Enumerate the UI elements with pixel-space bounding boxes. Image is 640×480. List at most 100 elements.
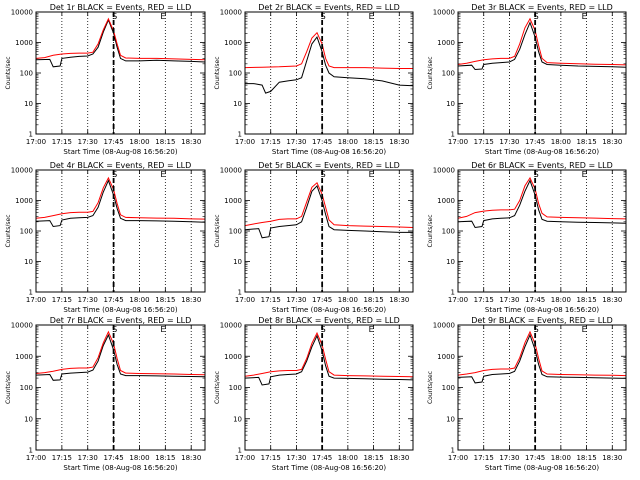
y-tick-label: 100 [20, 70, 33, 78]
y-tick-label: 1000 [224, 39, 242, 47]
start-marker-label: S [534, 12, 539, 21]
x-tick-label: 18:00 [338, 454, 358, 462]
x-tick-label: 18:00 [129, 138, 149, 146]
x-tick-label: 17:15 [474, 296, 494, 304]
chart-panel-4: Det 4r BLACK = Events, RED = LLD Counts/s… [5, 161, 206, 314]
x-tick-label: 18:00 [551, 454, 571, 462]
chart-title: Det 6r BLACK = Events, RED = LLD [471, 161, 613, 170]
x-tick-label: 18:30 [389, 454, 409, 462]
x-tick-label: 17:15 [52, 296, 72, 304]
end-marker-label: E [160, 325, 165, 334]
x-tick-label: 18:00 [338, 296, 358, 304]
x-tick-label: 18:30 [389, 138, 409, 146]
x-tick-label: 18:30 [602, 454, 622, 462]
y-axis-label: Counts/sec [5, 214, 12, 247]
lld-series-line [35, 17, 206, 61]
chart-panel-5: Det 5r BLACK = Events, RED = LLD Counts/s… [214, 161, 414, 314]
start-marker-label: S [112, 12, 117, 21]
x-tick-label: 17:45 [104, 454, 124, 462]
end-marker-label: E [369, 12, 374, 21]
plot-frame [244, 324, 414, 451]
start-marker-label: S [321, 12, 326, 21]
chart-panel-2: Det 2r BLACK = Events, RED = LLD Counts/s… [214, 3, 414, 156]
y-axis-label: Counts/sec [214, 371, 221, 404]
y-axis-label: Counts/sec [427, 56, 434, 89]
y-tick-label: 1 [29, 131, 33, 139]
events-series-line [244, 184, 413, 239]
y-tick-label: 1 [451, 447, 455, 455]
end-marker-label: E [582, 12, 587, 21]
plot-frame [35, 324, 206, 451]
x-tick-label: 17:15 [474, 138, 494, 146]
x-tick-label: 17:30 [78, 138, 98, 146]
x-tick-label: 17:00 [26, 296, 46, 304]
lld-series-line [244, 331, 414, 378]
x-tick-label: 18:15 [576, 454, 596, 462]
x-tick-label: 18:15 [576, 138, 596, 146]
x-tick-label: 18:30 [181, 138, 201, 146]
y-tick-label: 1 [238, 289, 242, 297]
x-tick-label: 17:15 [261, 296, 281, 304]
end-marker-label: E [369, 325, 374, 334]
x-tick-label: 17:15 [261, 454, 281, 462]
x-tick-label: 17:45 [104, 296, 124, 304]
y-tick-label: 10 [233, 258, 242, 266]
chart-title: Det 7r BLACK = Events, RED = LLD [50, 316, 192, 325]
y-axis-label: Counts/sec [427, 371, 434, 404]
x-tick-label: 17:30 [286, 296, 306, 304]
y-tick-label: 10 [24, 415, 33, 423]
chart-title: Det 4r BLACK = Events, RED = LLD [50, 161, 192, 170]
chart-title: Det 9r BLACK = Events, RED = LLD [471, 316, 613, 325]
y-tick-label: 100 [442, 70, 455, 78]
x-tick-label: 17:15 [52, 454, 72, 462]
x-tick-label: 18:15 [155, 296, 175, 304]
x-axis-label: Start Time (08-Aug-08 16:56:20) [272, 148, 386, 156]
x-tick-label: 17:45 [525, 296, 545, 304]
x-tick-label: 18:00 [551, 138, 571, 146]
x-tick-label: 18:30 [602, 296, 622, 304]
x-tick-label: 17:15 [474, 454, 494, 462]
x-tick-label: 17:30 [499, 138, 519, 146]
y-tick-label: 10000 [433, 322, 455, 330]
start-marker-label: S [112, 325, 117, 334]
x-tick-label: 17:30 [499, 296, 519, 304]
x-tick-label: 18:00 [129, 454, 149, 462]
y-tick-label: 1000 [224, 353, 242, 361]
y-tick-label: 10 [24, 100, 33, 108]
x-axis-label: Start Time (08-Aug-08 16:56:20) [485, 464, 599, 472]
x-axis-label: Start Time (08-Aug-08 16:56:20) [63, 148, 177, 156]
start-marker-label: S [534, 325, 539, 334]
chart-title: Det 3r BLACK = Events, RED = LLD [471, 3, 613, 12]
plot-frame [457, 324, 627, 451]
events-series-line [35, 179, 206, 228]
y-tick-label: 1 [451, 289, 455, 297]
x-tick-label: 17:45 [104, 138, 124, 146]
plot-frame [457, 11, 627, 135]
x-axis-label: Start Time (08-Aug-08 16:56:20) [485, 306, 599, 314]
x-tick-label: 18:15 [155, 138, 175, 146]
events-series-line [457, 179, 627, 229]
y-axis-label: Counts/sec [427, 214, 434, 247]
x-tick-label: 17:00 [235, 296, 255, 304]
plot-frame [244, 11, 414, 135]
x-tick-label: 17:15 [261, 138, 281, 146]
y-tick-label: 1000 [15, 197, 33, 205]
x-tick-label: 17:45 [525, 454, 545, 462]
y-tick-label: 10 [446, 100, 455, 108]
x-tick-label: 17:45 [312, 296, 332, 304]
x-tick-label: 17:45 [312, 454, 332, 462]
end-marker-label: E [160, 12, 165, 21]
chart-panel-8: Det 8r BLACK = Events, RED = LLD Counts/s… [214, 316, 414, 472]
y-tick-label: 1000 [224, 197, 242, 205]
chart-title: Det 1r BLACK = Events, RED = LLD [50, 3, 192, 12]
end-marker-label: E [582, 325, 587, 334]
y-axis-label: Counts/sec [5, 371, 12, 404]
y-tick-label: 10000 [11, 9, 33, 17]
y-tick-label: 10 [233, 415, 242, 423]
x-tick-label: 17:00 [235, 138, 255, 146]
y-tick-label: 100 [229, 228, 242, 236]
y-tick-label: 10 [446, 258, 455, 266]
x-axis-label: Start Time (08-Aug-08 16:56:20) [63, 464, 177, 472]
events-series-line [457, 333, 627, 384]
x-axis-label: Start Time (08-Aug-08 16:56:20) [63, 306, 177, 314]
